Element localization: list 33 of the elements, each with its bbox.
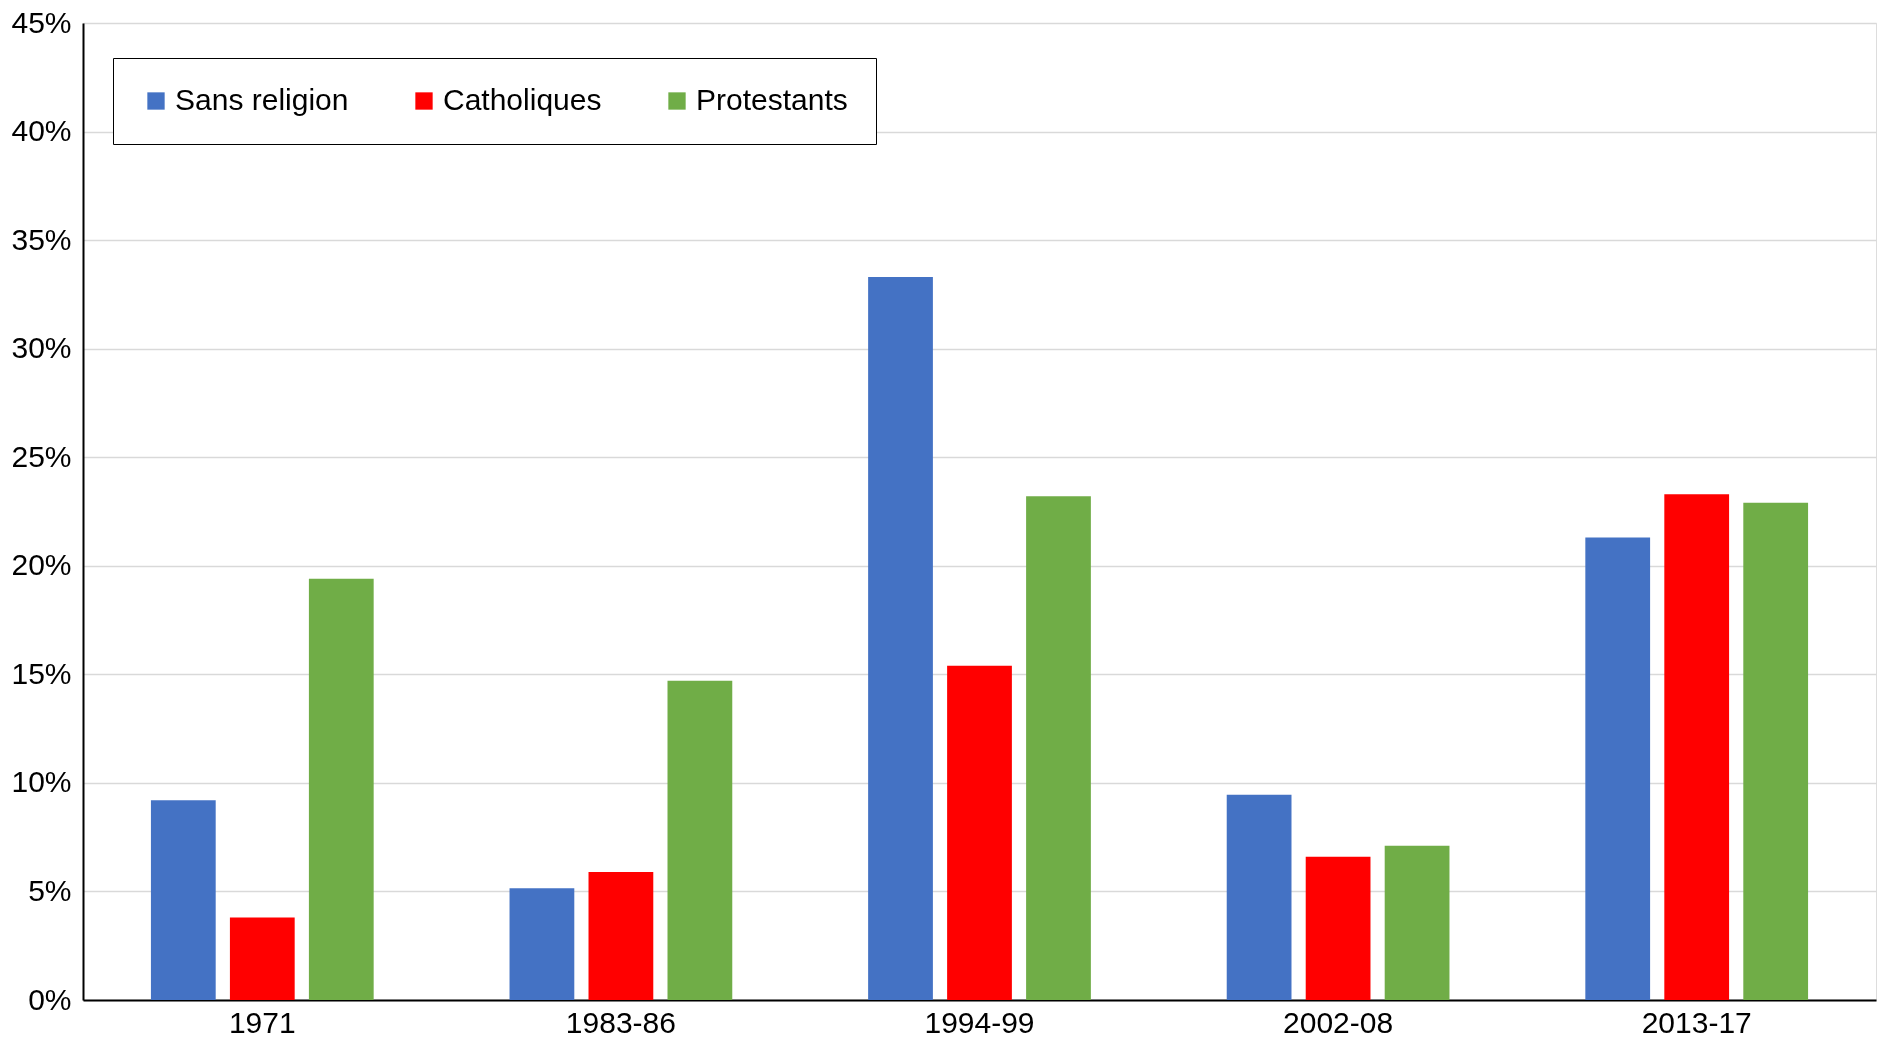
bar — [1664, 494, 1730, 1000]
bar — [1026, 496, 1091, 1000]
y-tick-label: 35% — [11, 222, 72, 256]
bar — [947, 665, 1012, 1000]
x-tick-label: 1983-86 — [565, 1005, 676, 1039]
y-tick-label: 20% — [11, 548, 72, 582]
y-tick-label: 15% — [11, 656, 72, 690]
bar — [1384, 845, 1450, 1000]
y-tick-label: 25% — [11, 439, 72, 473]
y-tick-label: 45% — [11, 5, 72, 39]
bar — [1305, 856, 1371, 1000]
x-tick-label: 2002-08 — [1283, 1005, 1394, 1039]
bar — [1226, 794, 1292, 1000]
y-tick-label: 5% — [28, 873, 72, 907]
legend-label: Sans religion — [175, 83, 349, 116]
y-tick-label: 0% — [28, 982, 72, 1016]
x-tick-label: 2013-17 — [1641, 1005, 1752, 1039]
bar — [229, 917, 295, 1000]
x-tick-label: 1994-99 — [924, 1005, 1035, 1039]
y-tick-label: 10% — [11, 765, 72, 799]
x-tick-label: 1971 — [228, 1005, 296, 1039]
bar — [1743, 502, 1809, 1000]
y-tick-label: 30% — [11, 331, 72, 365]
legend-label: Protestants — [696, 83, 848, 116]
bar — [868, 277, 933, 1000]
legend-label: Catholiques — [443, 83, 602, 116]
y-tick-label: 40% — [11, 114, 72, 148]
bar — [150, 800, 216, 1000]
bar — [588, 871, 654, 1000]
bar — [509, 888, 575, 1000]
bar — [308, 578, 374, 1000]
bar — [1585, 537, 1651, 1000]
bar — [667, 680, 733, 1000]
